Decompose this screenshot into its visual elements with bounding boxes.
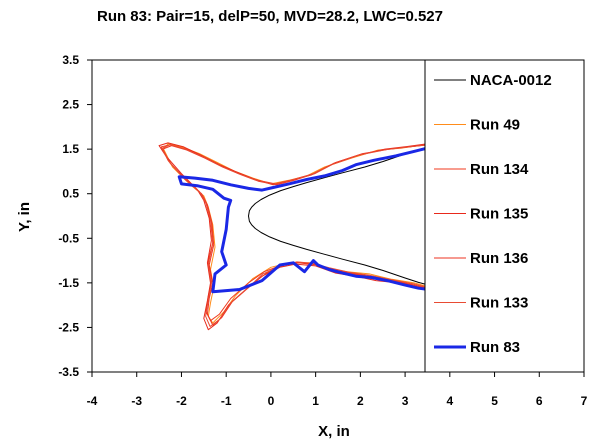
x-tick-label: 7 bbox=[581, 394, 588, 408]
x-axis-label: X, in bbox=[318, 423, 350, 440]
legend-item-run-134: Run 134 bbox=[434, 161, 529, 178]
legend-item-run-135: Run 135 bbox=[434, 206, 528, 223]
y-tick-label: 2.5 bbox=[62, 98, 79, 112]
series-line-run-83 bbox=[177, 145, 439, 294]
y-tick-label: 1.5 bbox=[62, 142, 79, 156]
series-line-run-133 bbox=[161, 144, 436, 327]
legend-item-naca-0012: NACA-0012 bbox=[434, 72, 552, 89]
chart-title: Run 83: Pair=15, delP=50, MVD=28.2, LWC=… bbox=[97, 8, 443, 25]
series-layer bbox=[158, 142, 439, 331]
y-tick-label: -2.5 bbox=[58, 320, 79, 334]
legend-label: Run 134 bbox=[470, 161, 529, 178]
legend-label: Run 49 bbox=[470, 117, 520, 134]
legend-items: NACA-0012 Run 49 Run 134 Run 135 Run 136 Run … bbox=[434, 72, 552, 356]
legend-item-run-49: Run 49 bbox=[434, 117, 520, 134]
legend-label: NACA-0012 bbox=[470, 72, 552, 89]
legend-label: Run 133 bbox=[470, 295, 528, 312]
legend-label: Run 135 bbox=[470, 206, 528, 223]
series-line-naca-0012 bbox=[248, 142, 439, 290]
x-tick-label: 0 bbox=[268, 394, 275, 408]
series-line-run-136 bbox=[162, 144, 437, 326]
y-tick-label: -0.5 bbox=[58, 231, 79, 245]
ticks-layer: -4 -3 -2 -1 0 1 2 3 4 5 6 7 3.5 2.5 1.5 0.5 -0.5 -1.5 -2.5… bbox=[58, 53, 587, 408]
x-tick-label: 5 bbox=[491, 394, 498, 408]
legend-box bbox=[424, 59, 585, 373]
x-tick-label: 6 bbox=[536, 394, 543, 408]
y-tick-label: 0.5 bbox=[62, 187, 79, 201]
series-line-run-135 bbox=[158, 142, 439, 331]
x-tick-label: -3 bbox=[131, 394, 142, 408]
x-tick-label: 1 bbox=[312, 394, 319, 408]
y-tick-label: 3.5 bbox=[62, 53, 79, 67]
x-tick-label: 2 bbox=[357, 394, 364, 408]
x-tick-label: -4 bbox=[87, 394, 98, 408]
series-line-run-49 bbox=[163, 143, 435, 324]
y-tick-label: -3.5 bbox=[58, 365, 79, 379]
y-axis-label: Y, in bbox=[16, 202, 33, 232]
y-tick-label: -1.5 bbox=[58, 276, 79, 290]
series-line-run-134 bbox=[160, 144, 438, 322]
legend-item-run-83: Run 83 bbox=[434, 339, 520, 356]
x-tick-label: -1 bbox=[221, 394, 232, 408]
legend-item-run-136: Run 136 bbox=[434, 250, 528, 267]
x-tick-label: -2 bbox=[176, 394, 187, 408]
legend-label: Run 136 bbox=[470, 250, 528, 267]
legend-label: Run 83 bbox=[470, 339, 520, 356]
x-tick-label: 3 bbox=[402, 394, 409, 408]
x-tick-label: 4 bbox=[446, 394, 453, 408]
legend: NACA-0012 Run 49 Run 134 Run 135 Run 136 Run … bbox=[424, 59, 585, 373]
legend-item-run-133: Run 133 bbox=[434, 295, 528, 312]
